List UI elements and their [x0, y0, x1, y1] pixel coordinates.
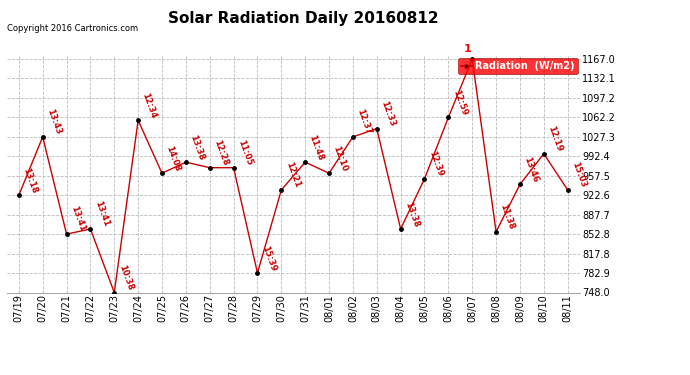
- Text: 15:03: 15:03: [570, 161, 588, 189]
- Text: 13:38: 13:38: [188, 134, 206, 161]
- Text: 15:39: 15:39: [260, 244, 277, 272]
- Text: 12:34: 12:34: [141, 92, 158, 120]
- Text: 11:48: 11:48: [308, 133, 325, 161]
- Text: 1: 1: [464, 44, 472, 54]
- Text: 13:43: 13:43: [45, 108, 63, 136]
- Text: 12:39: 12:39: [427, 150, 444, 178]
- Text: 11:38: 11:38: [498, 203, 516, 231]
- Text: 14:08: 14:08: [164, 144, 182, 172]
- Text: 10:38: 10:38: [117, 264, 134, 292]
- Text: 13:46: 13:46: [522, 155, 540, 184]
- Text: 12:21: 12:21: [284, 161, 302, 189]
- Text: 11:05: 11:05: [236, 139, 254, 167]
- Text: 12:28: 12:28: [212, 139, 230, 167]
- Text: 13:18: 13:18: [21, 166, 39, 194]
- Text: 12:10: 12:10: [331, 144, 349, 172]
- Text: 12:19: 12:19: [546, 125, 564, 153]
- Text: 12:37: 12:37: [355, 108, 373, 136]
- Text: 13:41: 13:41: [69, 205, 86, 233]
- Text: Solar Radiation Daily 20160812: Solar Radiation Daily 20160812: [168, 11, 439, 26]
- Text: Copyright 2016 Cartronics.com: Copyright 2016 Cartronics.com: [7, 24, 138, 33]
- Text: 13:38: 13:38: [403, 200, 420, 228]
- Text: 12:59: 12:59: [451, 88, 469, 117]
- Legend: Radiation  (W/m2): Radiation (W/m2): [457, 58, 578, 74]
- Text: 12:33: 12:33: [380, 100, 397, 128]
- Text: 13:41: 13:41: [92, 200, 110, 228]
